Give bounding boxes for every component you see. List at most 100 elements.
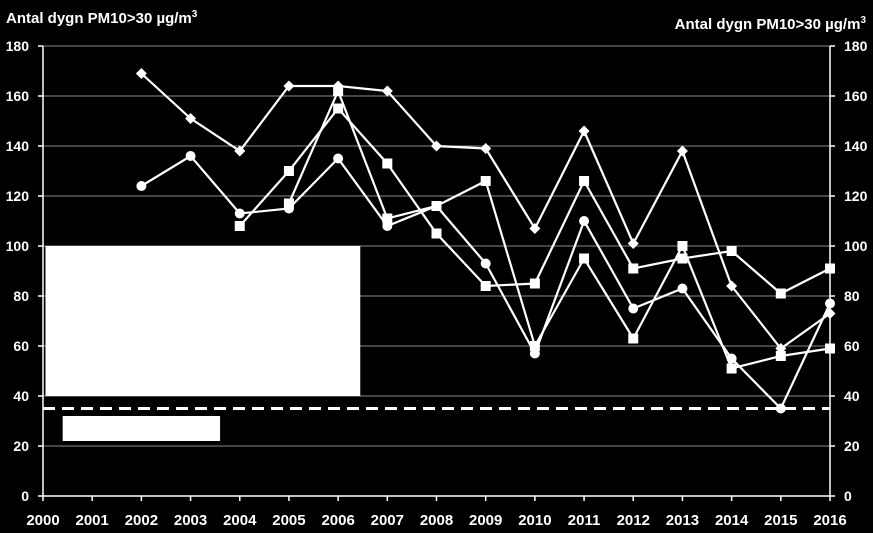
series-1-point-2014	[726, 246, 737, 256]
series-2-point-2006	[333, 86, 344, 96]
ytick-label-right-120: 120	[844, 188, 868, 204]
ytick-label-left-60: 60	[13, 338, 29, 354]
ytick-label-left-120: 120	[6, 188, 30, 204]
series-2	[283, 86, 835, 374]
ytick-label-right-40: 40	[844, 388, 860, 404]
tick-labels: 0 0 20 20 40 40 60 60 80 80 100 100 120 120 140 140 160 1…	[6, 38, 868, 529]
series-2-point-2015	[775, 351, 786, 361]
series-1-point-2008	[431, 228, 442, 239]
series-2-point-2010	[529, 341, 540, 351]
xtick-label-2002: 2002	[125, 512, 158, 529]
xtick-label-2000: 2000	[26, 512, 59, 529]
series-2-point-2007	[382, 213, 393, 224]
series-1-point-2015	[775, 288, 786, 299]
series-0	[135, 68, 836, 354]
xtick-label-2004: 2004	[223, 512, 257, 529]
series-0-point-2012	[627, 238, 639, 249]
ytick-label-right-20: 20	[844, 438, 860, 454]
series-1-point-2004	[234, 221, 245, 231]
series-0-point-2007	[381, 85, 393, 97]
ytick-label-left-0: 0	[21, 488, 29, 504]
ytick-label-left-80: 80	[13, 288, 29, 304]
xtick-label-2012: 2012	[617, 512, 650, 529]
series-0-point-2002	[135, 68, 147, 79]
ytick-label-right-60: 60	[844, 338, 860, 354]
series-0-point-2011	[578, 125, 590, 137]
series-0-point-2009	[480, 143, 492, 154]
series-3-point-2015	[775, 403, 786, 414]
ytick-label-left-160: 160	[6, 88, 30, 104]
ytick-label-left-180: 180	[6, 38, 30, 54]
ytick-label-left-140: 140	[6, 138, 30, 154]
xtick-label-2010: 2010	[518, 512, 551, 529]
series-3-point-2004	[234, 208, 245, 219]
series-3-point-2014	[726, 353, 737, 364]
series-1-point-2011	[579, 176, 590, 186]
title-right: Antal dygn PM10>30 µg/m3	[675, 15, 867, 33]
series-2-point-2013	[677, 241, 688, 251]
legend-box-small	[62, 416, 221, 441]
series-1-point-2013	[677, 253, 688, 264]
series-0-point-2004	[234, 145, 246, 157]
ytick-label-right-180: 180	[844, 38, 868, 54]
title-right-text: Antal dygn PM10>30 µg/m	[675, 16, 861, 33]
series-3-point-2012	[628, 303, 639, 314]
xtick-label-2008: 2008	[420, 512, 453, 529]
xtick-label-2006: 2006	[321, 512, 354, 529]
series-0-point-2003	[185, 113, 197, 124]
series-2-line	[287, 88, 831, 370]
series-3	[136, 151, 835, 414]
series-3-point-2006	[333, 153, 344, 164]
xtick-label-2016: 2016	[813, 512, 846, 529]
series-1-point-2006	[333, 103, 344, 114]
series-group	[135, 68, 836, 414]
ytick-label-right-140: 140	[844, 138, 868, 154]
xtick-label-2013: 2013	[666, 512, 699, 529]
series-3-point-2008	[431, 201, 442, 211]
series-0-point-2008	[431, 140, 442, 152]
series-1-point-2012	[628, 263, 639, 274]
xtick-label-2001: 2001	[76, 512, 109, 529]
xtick-label-2003: 2003	[174, 512, 207, 529]
legend-box-large	[45, 246, 361, 396]
series-0-point-2010	[529, 223, 541, 234]
series-1	[234, 103, 835, 299]
ytick-label-left-100: 100	[6, 238, 30, 254]
series-2-point-2011	[579, 253, 590, 264]
series-1-point-2007	[382, 158, 393, 169]
legend-boxes	[45, 246, 361, 441]
ytick-label-right-160: 160	[844, 88, 868, 104]
ytick-label-left-40: 40	[13, 388, 29, 404]
ytick-label-right-0: 0	[844, 488, 852, 504]
xtick-label-2015: 2015	[764, 512, 797, 529]
series-2-point-2016	[825, 343, 835, 354]
series-0-point-2005	[283, 80, 295, 92]
series-1-point-2010	[529, 278, 540, 289]
series-3-point-2007	[382, 221, 393, 231]
series-3-point-2016	[825, 298, 835, 309]
title-left: Antal dygn PM10>30 µg/m3	[6, 9, 198, 27]
series-1-point-2016	[825, 263, 835, 274]
xtick-label-2005: 2005	[272, 512, 305, 529]
series-3-point-2013	[677, 283, 688, 294]
axes	[38, 45, 835, 501]
series-3-point-2010	[529, 348, 540, 359]
series-2-point-2012	[628, 333, 639, 344]
series-1-point-2005	[283, 166, 294, 176]
series-3-point-2002	[136, 181, 147, 191]
title-right-superscript: 3	[860, 15, 866, 26]
series-0-point-2013	[676, 145, 688, 157]
xtick-label-2011: 2011	[568, 512, 601, 529]
series-3-point-2009	[480, 258, 491, 269]
series-2-point-2009	[480, 176, 491, 186]
series-0-point-2014	[726, 280, 738, 292]
ytick-label-right-80: 80	[844, 288, 860, 304]
ytick-label-left-20: 20	[13, 438, 29, 454]
title-left-text: Antal dygn PM10>30 µg/m	[6, 10, 192, 27]
xtick-label-2007: 2007	[371, 512, 404, 529]
series-3-point-2011	[579, 216, 590, 226]
ytick-label-right-100: 100	[844, 238, 868, 254]
xtick-label-2009: 2009	[469, 512, 502, 529]
series-1-point-2009	[480, 281, 491, 291]
